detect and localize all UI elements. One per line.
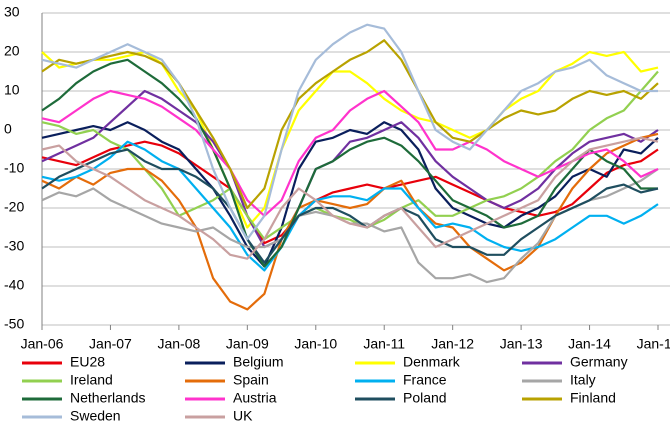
x-tick-label: Jan-07 [89, 336, 132, 352]
y-tick-label: 30 [4, 4, 20, 20]
legend-label: Sweden [70, 408, 121, 424]
legend-label: Finland [570, 390, 616, 406]
legend-label: Germany [570, 354, 628, 370]
y-tick-label: -20 [4, 199, 24, 215]
legend-label: Spain [233, 372, 269, 388]
y-tick-label: -30 [4, 238, 24, 254]
y-tick-label: -40 [4, 277, 24, 293]
legend-label: Belgium [233, 354, 284, 370]
series-line [41, 89, 659, 217]
series-line [41, 39, 659, 210]
series-line [41, 121, 659, 268]
x-tick-label: Jan-13 [500, 336, 543, 352]
legend-label: Italy [570, 372, 596, 388]
legend-label: Austria [233, 390, 277, 406]
series-line [41, 140, 659, 245]
y-tick-label: 10 [4, 82, 20, 98]
y-tick-label: 20 [4, 43, 20, 59]
legend-label: Netherlands [70, 390, 146, 406]
series-line [41, 148, 659, 264]
series-line [41, 23, 658, 241]
x-tick-label: Jan-08 [157, 336, 200, 352]
x-tick-label: Jan-06 [21, 336, 64, 352]
legend-label: Poland [403, 390, 447, 406]
x-tick-label: Jan-15 [637, 336, 670, 352]
y-tick-label: -10 [4, 160, 24, 176]
legend-label: France [403, 372, 447, 388]
x-tick-label: Jan-14 [568, 336, 611, 352]
x-tick-label: Jan-12 [431, 336, 474, 352]
series-line [41, 136, 659, 260]
legend-label: Ireland [70, 372, 113, 388]
series-line [41, 140, 659, 272]
legend-label: EU28 [70, 354, 105, 370]
x-tick-label: Jan-10 [294, 336, 337, 352]
x-tick-label: Jan-11 [363, 336, 405, 352]
y-tick-label: -50 [4, 316, 24, 332]
y-tick-label: 0 [4, 121, 12, 137]
series-line [41, 58, 658, 268]
x-tick-label: Jan-09 [226, 336, 269, 352]
legend-label: UK [233, 408, 253, 424]
legend-label: Denmark [403, 354, 461, 370]
